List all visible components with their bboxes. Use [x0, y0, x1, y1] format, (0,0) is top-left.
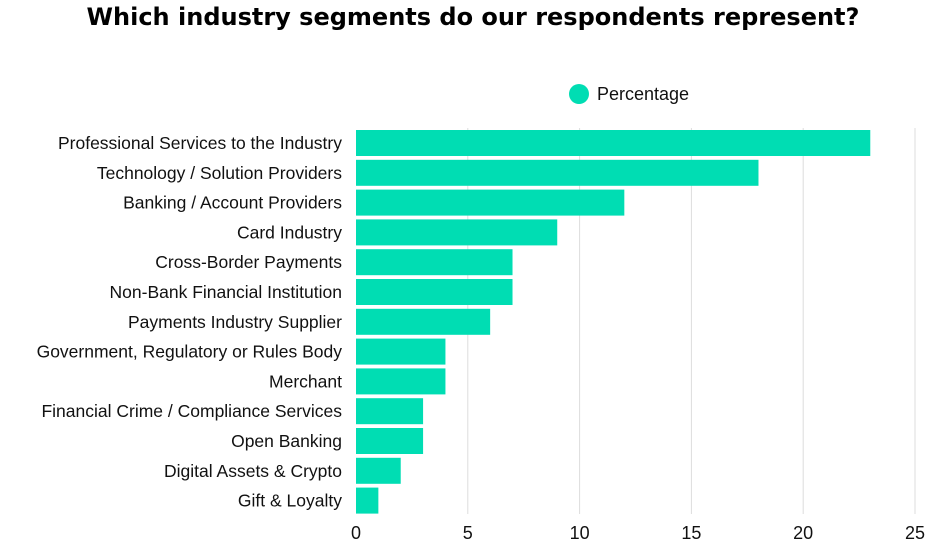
legend-label: Percentage	[597, 83, 690, 104]
x-tick-label: 5	[463, 523, 473, 543]
legend-swatch	[569, 84, 589, 104]
category-label: Non-Bank Financial Institution	[110, 282, 342, 302]
category-label: Financial Crime / Compliance Services	[41, 401, 342, 421]
x-tick-label: 10	[570, 523, 590, 543]
bar	[356, 338, 446, 365]
x-tick-label: 0	[351, 523, 361, 543]
category-label: Cross-Border Payments	[155, 252, 342, 272]
category-labels: Professional Services to the Industry Tec…	[37, 133, 343, 511]
x-tick-label: 25	[905, 523, 925, 543]
category-label: Merchant	[269, 371, 342, 391]
category-label: Digital Assets & Crypto	[164, 461, 342, 481]
x-tick-label: 20	[793, 523, 813, 543]
bar	[356, 428, 424, 454]
bar	[356, 219, 558, 246]
bar	[356, 159, 759, 186]
bar	[356, 279, 513, 305]
bar	[356, 457, 401, 484]
category-label: Open Banking	[231, 431, 342, 451]
chart-title: Which industry segments do our responden…	[86, 3, 860, 31]
legend: Percentage	[569, 82, 689, 106]
category-label: Technology / Solution Providers	[97, 163, 342, 183]
bar	[356, 308, 491, 335]
bar	[356, 249, 513, 276]
x-tick-labels: 0 5 10 15 20 25	[351, 523, 925, 543]
category-label: Gift & Loyalty	[238, 491, 342, 511]
bar	[356, 487, 379, 514]
x-tick-label: 15	[681, 523, 701, 543]
category-label: Banking / Account Providers	[123, 193, 342, 213]
bars	[356, 130, 871, 514]
category-label: Payments Industry Supplier	[128, 312, 342, 332]
bar	[356, 398, 424, 425]
bar	[356, 368, 446, 395]
category-label: Government, Regulatory or Rules Body	[37, 342, 343, 362]
gridlines	[467, 128, 916, 514]
category-label: Professional Services to the Industry	[58, 133, 342, 153]
bar	[356, 130, 871, 156]
bar	[356, 189, 625, 216]
category-label: Card Industry	[237, 222, 342, 242]
